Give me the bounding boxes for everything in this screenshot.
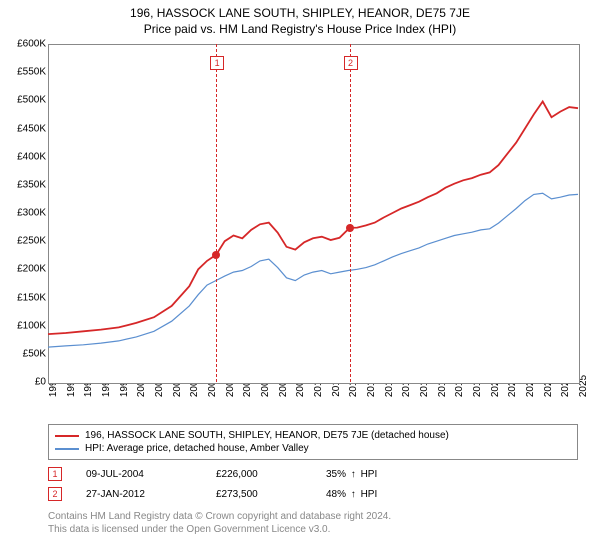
y-tick-label: £600K (17, 39, 46, 50)
arrow-up-icon (349, 489, 358, 500)
series-line (48, 102, 578, 335)
chart-title: 196, HASSOCK LANE SOUTH, SHIPLEY, HEANOR… (0, 0, 600, 20)
legend-label: HPI: Average price, detached house, Ambe… (85, 443, 309, 454)
sale-hpi-label: HPI (361, 469, 378, 480)
sale-point (346, 224, 354, 232)
sale-flag-icon: 1 (48, 467, 62, 481)
sale-flag-icon: 2 (48, 487, 62, 501)
y-tick-label: £400K (17, 151, 46, 162)
footer-line: Contains HM Land Registry data © Crown c… (48, 510, 578, 523)
sales-table: 1 09-JUL-2004 £226,000 35% HPI 2 27-JAN-… (48, 464, 578, 504)
y-tick-label: £450K (17, 123, 46, 134)
sale-hpi: 35% HPI (326, 469, 446, 480)
series-line (48, 193, 578, 347)
chart-wrapper: 196, HASSOCK LANE SOUTH, SHIPLEY, HEANOR… (0, 0, 600, 560)
y-tick-label: £500K (17, 95, 46, 106)
sale-date: 27-JAN-2012 (86, 489, 216, 500)
legend-item: HPI: Average price, detached house, Ambe… (55, 442, 571, 455)
sale-date: 09-JUL-2004 (86, 469, 216, 480)
y-tick-label: £150K (17, 292, 46, 303)
legend-swatch (55, 448, 79, 450)
sale-hpi: 48% HPI (326, 489, 446, 500)
sale-hpi-pct: 35% (326, 469, 346, 480)
y-tick-label: £300K (17, 208, 46, 219)
y-tick-label: £50K (23, 348, 46, 359)
footer-line: This data is licensed under the Open Gov… (48, 523, 578, 536)
sale-flag-marker: 1 (210, 56, 224, 70)
sales-row: 1 09-JUL-2004 £226,000 35% HPI (48, 464, 578, 484)
sale-price: £226,000 (216, 469, 326, 480)
legend: 196, HASSOCK LANE SOUTH, SHIPLEY, HEANOR… (48, 424, 578, 460)
y-tick-label: £550K (17, 67, 46, 78)
sale-hpi-pct: 48% (326, 489, 346, 500)
line-series (48, 44, 578, 382)
legend-label: 196, HASSOCK LANE SOUTH, SHIPLEY, HEANOR… (85, 430, 449, 441)
y-tick-label: £200K (17, 264, 46, 275)
sale-point (212, 251, 220, 259)
arrow-up-icon (349, 469, 358, 480)
y-tick-label: £250K (17, 236, 46, 247)
y-tick-label: £350K (17, 179, 46, 190)
y-tick-label: £0 (35, 377, 46, 388)
legend-swatch (55, 435, 79, 437)
sale-flag-marker: 2 (344, 56, 358, 70)
footer: Contains HM Land Registry data © Crown c… (48, 510, 578, 536)
sale-hpi-label: HPI (361, 489, 378, 500)
chart-subtitle: Price paid vs. HM Land Registry's House … (0, 20, 600, 42)
legend-item: 196, HASSOCK LANE SOUTH, SHIPLEY, HEANOR… (55, 429, 571, 442)
sale-price: £273,500 (216, 489, 326, 500)
sales-row: 2 27-JAN-2012 £273,500 48% HPI (48, 484, 578, 504)
y-tick-label: £100K (17, 320, 46, 331)
